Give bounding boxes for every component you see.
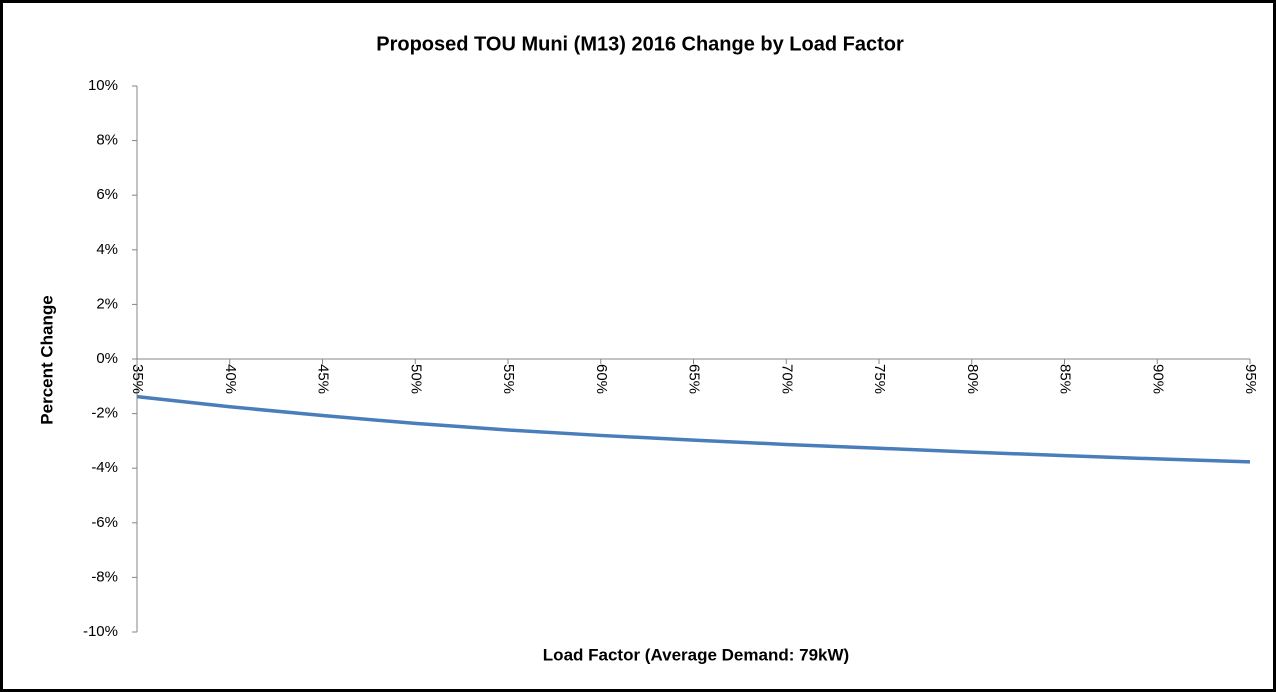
- y-tick-label: 4%: [96, 241, 118, 258]
- y-tick-label: -2%: [91, 405, 118, 422]
- x-tick-label: 80%: [964, 364, 981, 394]
- y-tick-label: -4%: [91, 459, 118, 476]
- series-line: [136, 394, 1251, 464]
- y-tick-label: 10%: [88, 77, 118, 94]
- y-tick-label: -8%: [91, 568, 118, 585]
- y-tick-label: 0%: [96, 350, 118, 367]
- x-tick-label: 75%: [871, 364, 888, 394]
- x-tick-label: 45%: [315, 364, 332, 394]
- y-tick-label: -6%: [91, 514, 118, 531]
- x-tick-label: 60%: [593, 364, 610, 394]
- x-tick-label: 35%: [129, 364, 146, 394]
- y-tick-label: -10%: [83, 623, 118, 640]
- y-tick-label: 2%: [96, 295, 118, 312]
- x-tick-label: 50%: [407, 364, 424, 394]
- x-tick-label: 85%: [1057, 364, 1074, 394]
- chart-title: Proposed TOU Muni (M13) 2016 Change by L…: [376, 33, 904, 55]
- x-axis-title: Load Factor (Average Demand: 79kW): [543, 645, 849, 664]
- y-tick-label: 6%: [96, 186, 118, 203]
- x-tick-label: 90%: [1149, 364, 1166, 394]
- x-tick-label: 65%: [686, 364, 703, 394]
- x-tick-label: 40%: [222, 364, 239, 394]
- x-tick-label: 70%: [778, 364, 795, 394]
- x-tick-label: 55%: [500, 364, 517, 394]
- y-axis-title: Percent Change: [37, 295, 56, 424]
- y-tick-label: 8%: [96, 132, 118, 149]
- x-tick-label: 95%: [1242, 364, 1259, 394]
